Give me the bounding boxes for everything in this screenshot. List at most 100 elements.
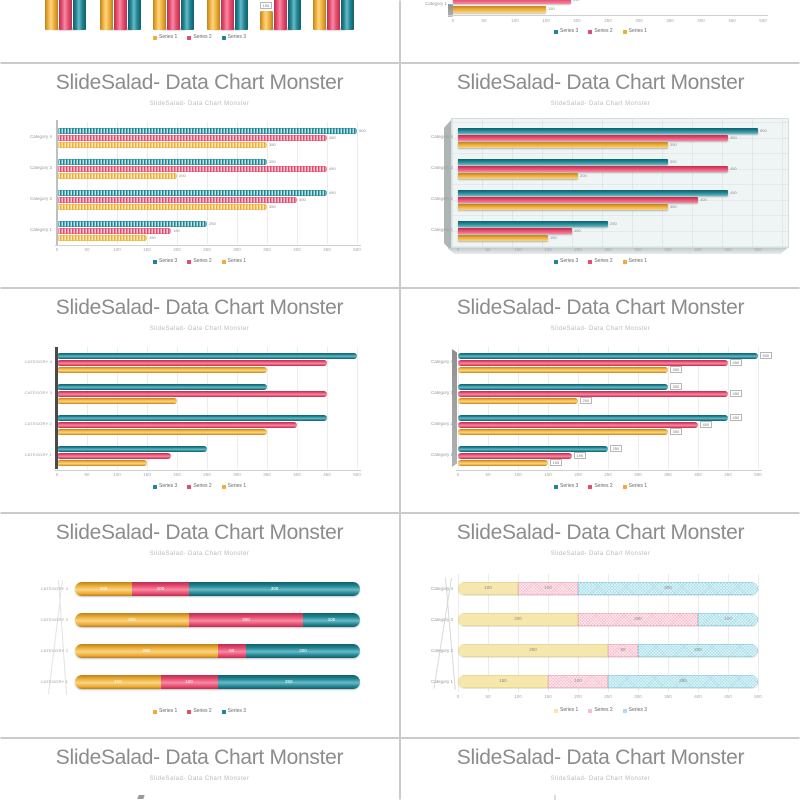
slide-subtitle: SlideSalad- Data Chart Monster — [149, 551, 250, 557]
legend-label: Series 1 — [158, 34, 178, 40]
value-label: 190 — [574, 452, 586, 459]
slide-6-canvas: SlideSalad- Data Chart Monster SlideSalad… — [401, 289, 800, 512]
bar-series-1 — [458, 235, 548, 241]
gridline — [117, 347, 118, 469]
legend-label: Series 3 — [227, 708, 247, 714]
category-label: Category 1 — [430, 452, 453, 457]
value-label: 350 — [670, 366, 682, 373]
category-label: Category 3 — [24, 390, 52, 395]
gridline — [177, 122, 178, 244]
stacked-bar: 200 200 100 — [458, 613, 758, 626]
legend-item: Series 2 — [187, 708, 212, 714]
axis-tick-label: 500 — [754, 472, 762, 477]
legend-item: Series 3 — [553, 484, 578, 489]
chart-area: 150 Series 1 Series 2 Series 3 — [0, 0, 399, 62]
bar-series-2 — [458, 166, 728, 172]
legend-item: Series 1 — [152, 708, 178, 714]
segment-value-label: 150 — [499, 678, 507, 684]
axis-tick-label: 250 — [203, 472, 211, 477]
gridline — [237, 122, 238, 244]
axis-tick-label: 500 — [754, 247, 762, 252]
axis-tick-label: 450 — [323, 472, 331, 477]
slide-thumbnail-5[interactable]: SlideSalad- Data Chart Monster SlideSalad… — [0, 289, 399, 512]
stacked-bar: 150 100 250 — [75, 675, 360, 689]
legend-item: Series 3 — [553, 28, 579, 34]
bar-series-1 — [57, 204, 267, 210]
gridline — [758, 347, 759, 469]
legend-label: Series 3 — [559, 28, 579, 34]
legend-item: Series 1 — [622, 483, 648, 489]
segment-gold: 200 — [75, 613, 189, 627]
segment-value-label: 150 — [113, 678, 122, 684]
slide-thumbnail-3[interactable]: SlideSalad- Data Chart Monster SlideSalad… — [0, 64, 399, 287]
legend-item: Series 2 — [187, 35, 212, 40]
gridline — [357, 347, 358, 469]
x-axis-line — [456, 470, 762, 471]
value-label: 190 — [574, 228, 581, 233]
gridline — [758, 574, 759, 692]
column-series-1 — [153, 0, 166, 30]
stacked-bar: 100 100 300 — [75, 582, 360, 596]
legend-swatch-icon — [187, 259, 192, 264]
bar-series-3 — [458, 446, 608, 452]
chart-legend: Series 1 Series 2 Series 3 — [0, 709, 399, 714]
legend-swatch-icon — [553, 708, 558, 713]
slide-thumbnail-4[interactable]: SlideSalad- Data Chart Monster SlideSalad… — [401, 64, 800, 287]
axis-tick-label: 100 — [113, 472, 121, 477]
bar-series-3 — [57, 384, 267, 390]
bar-series-1 — [458, 367, 668, 373]
slide-thumbnail-9[interactable]: SlideSalad- Data Chart Monster SlideSalad… — [0, 739, 399, 800]
category-label: Category 1 — [24, 452, 52, 457]
axis-tick-label: 350 — [664, 472, 672, 477]
segment-value-label: 200 — [242, 616, 250, 622]
value-label: 350 — [269, 142, 276, 147]
gridline — [297, 122, 298, 244]
axis-tick-label: 0 — [456, 694, 460, 699]
legend-swatch-icon — [221, 35, 226, 40]
legend-swatch-icon — [622, 708, 627, 713]
axis-tick-label: 250 — [604, 694, 612, 699]
slide-thumbnail-2[interactable]: SlideSalad- Data Chart MonsterSlideSalad… — [401, 0, 800, 62]
value-label: 400 — [299, 197, 306, 202]
slide-title: SlideSalad- Data Chart Monster — [55, 521, 344, 544]
gridline — [578, 574, 579, 692]
bar-series-2 — [458, 453, 572, 459]
axis-tick-label: 450 — [724, 472, 732, 477]
category-label: Category 3 — [29, 165, 52, 170]
segment-teal: 200 — [638, 644, 758, 657]
value-label: 450 — [730, 359, 742, 366]
column-series-2 — [221, 0, 234, 30]
axis-tick-label: 450 — [728, 18, 736, 23]
axis-tick-label: 250 — [604, 247, 612, 252]
legend-label: Series 1 — [628, 483, 648, 489]
legend-swatch-icon — [152, 709, 157, 714]
gridline — [578, 347, 579, 469]
category-label: Category 4 — [40, 586, 68, 591]
segment-value-label: 250 — [679, 678, 687, 684]
legend-label: Series 3 — [559, 258, 579, 264]
slide-thumbnail-1[interactable]: SlideSalad- Data Chart MonsterSlideSalad… — [0, 0, 399, 62]
value-label: 500 — [359, 128, 366, 133]
slide-thumbnail-10[interactable]: SlideSalad- Data Chart Monster SlideSalad… — [401, 739, 800, 800]
bar-series-3 — [57, 415, 327, 421]
slide-thumbnail-6[interactable]: SlideSalad- Data Chart Monster SlideSalad… — [401, 289, 800, 512]
gridline — [207, 347, 208, 469]
axis-tick-label: 400 — [293, 247, 301, 252]
value-label: 400 — [700, 421, 712, 428]
legend-item: Series 1 — [622, 259, 647, 264]
gridline — [57, 347, 58, 469]
column-series-3 — [73, 0, 86, 30]
column-series-2 — [327, 0, 340, 30]
slide-thumbnail-8[interactable]: SlideSalad- Data Chart Monster SlideSalad… — [401, 514, 800, 737]
axis-tick-label: 200 — [574, 247, 582, 252]
legend-item: Series 1 — [622, 29, 647, 34]
segment-value-label: 100 — [484, 585, 492, 591]
gridline — [57, 122, 58, 244]
slide-thumbnail-7[interactable]: SlideSalad- Data Chart Monster SlideSalad… — [0, 514, 399, 737]
bar-series-2 — [453, 0, 571, 4]
legend-label: Series 1 — [158, 708, 178, 714]
legend-label: Series 2 — [193, 708, 212, 714]
slide-7-canvas: SlideSalad- Data Chart Monster SlideSalad… — [0, 514, 399, 737]
legend-swatch-icon — [187, 484, 192, 489]
legend-swatch-icon — [622, 29, 627, 34]
